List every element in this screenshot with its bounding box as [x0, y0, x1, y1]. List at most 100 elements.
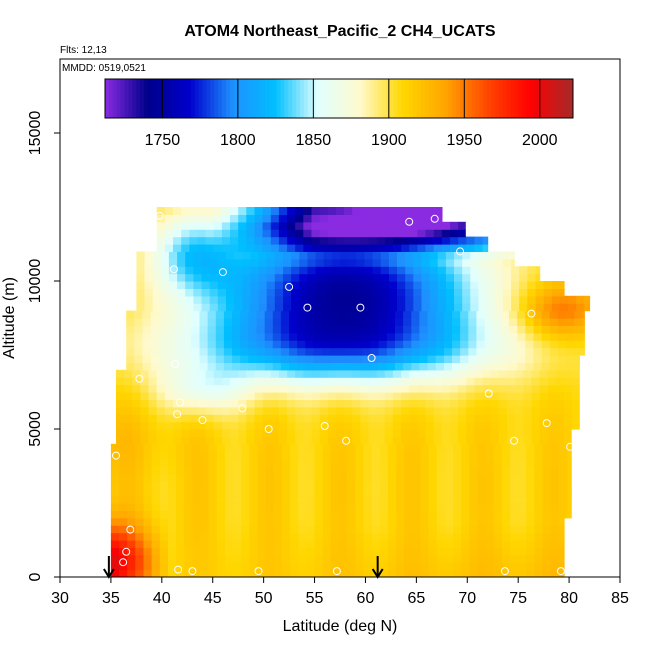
heatmap-cell — [494, 251, 504, 260]
heatmap-cell — [298, 503, 307, 511]
heatmap-cell — [216, 525, 226, 534]
heatmap-cell — [534, 554, 544, 563]
heatmap-cell — [140, 429, 150, 437]
heatmap-cell — [213, 369, 223, 378]
colorbar-segment — [354, 79, 359, 118]
heatmap-cell — [192, 451, 202, 460]
heatmap-cell — [327, 429, 337, 437]
heatmap-cell — [344, 392, 353, 400]
heatmap-cell — [289, 325, 298, 334]
heatmap-cell — [223, 318, 233, 326]
heatmap-cell — [278, 229, 288, 238]
heatmap-cell — [185, 303, 194, 312]
heatmap-cell — [205, 414, 215, 423]
heatmap-cell — [445, 288, 455, 297]
heatmap-cell — [197, 207, 207, 215]
heatmap-cell — [534, 562, 544, 571]
heatmap-cell — [199, 347, 209, 356]
heatmap-cell — [295, 429, 304, 437]
heatmap-cell — [436, 562, 446, 571]
heatmap-cell — [441, 369, 451, 378]
heatmap-cell — [493, 488, 503, 497]
heatmap-cell — [126, 347, 135, 356]
heatmap-cell — [298, 547, 307, 556]
heatmap-cell — [250, 281, 260, 289]
heatmap-cell — [201, 258, 211, 267]
heatmap-cell — [135, 495, 144, 504]
heatmap-cell — [388, 288, 398, 297]
heatmap-cell — [493, 547, 503, 556]
heatmap-cell — [230, 229, 239, 238]
heatmap-cell — [352, 436, 361, 445]
heatmap-cell — [124, 414, 133, 423]
heatmap-cell — [197, 221, 207, 230]
heatmap-cell — [306, 525, 316, 534]
heatmap-cell — [485, 458, 495, 467]
heatmap-cell — [370, 310, 380, 319]
heatmap-cell — [460, 310, 469, 319]
heatmap-cell — [221, 392, 231, 400]
heatmap-cell — [576, 295, 585, 304]
colorbar-segment — [545, 79, 551, 118]
heatmap-cell — [238, 207, 247, 215]
heatmap-cell — [224, 532, 234, 541]
heatmap-cell — [297, 310, 306, 319]
heatmap-cell — [515, 384, 524, 393]
heatmap-cell — [168, 266, 178, 275]
heatmap-cell — [411, 325, 420, 334]
heatmap-cell — [249, 562, 259, 571]
heatmap-cell — [224, 525, 234, 534]
heatmap-cell — [315, 288, 325, 297]
heatmap-cell — [347, 466, 356, 474]
heatmap-cell — [287, 207, 296, 215]
heatmap-cell — [419, 347, 429, 356]
heatmap-cell — [462, 273, 471, 282]
heatmap-cell — [181, 421, 190, 430]
heatmap-cell — [412, 547, 421, 556]
colorbar-segment — [257, 79, 262, 118]
heatmap-cell — [485, 562, 495, 571]
heatmap-cell — [173, 414, 182, 423]
heatmap-cell — [319, 414, 329, 423]
heatmap-cell — [519, 303, 528, 312]
heatmap-cell — [249, 554, 259, 563]
heatmap-cell — [191, 325, 200, 334]
heatmap-cell — [372, 295, 382, 304]
heatmap-cell — [511, 251, 515, 260]
x-axis: 30 35 40 45 50 55 60 65 70 75 80 85 — [51, 577, 629, 607]
heatmap-cell — [555, 399, 565, 408]
heatmap-cell — [572, 377, 580, 386]
heatmap-cell — [143, 503, 153, 511]
heatmap-cell — [417, 229, 427, 238]
heatmap-cell — [127, 451, 136, 460]
heatmap-cell — [368, 236, 378, 245]
heatmap-cell — [335, 236, 345, 245]
heatmap-cell — [223, 325, 233, 334]
heatmap-cell — [306, 458, 316, 467]
heatmap-cell — [305, 340, 315, 349]
colorbar-segment — [350, 79, 356, 118]
heatmap-cell — [380, 251, 390, 260]
heatmap-cell — [232, 340, 241, 349]
heatmap-cell — [254, 429, 264, 437]
heatmap-cell — [379, 443, 389, 452]
colorbar-segment — [378, 79, 383, 118]
heatmap-cell — [224, 466, 234, 474]
colorbar-segment — [319, 79, 324, 118]
heatmap-cell — [454, 295, 463, 304]
heatmap-cell — [558, 488, 568, 497]
heatmap-cell — [364, 251, 374, 260]
heatmap-cell — [238, 436, 247, 445]
heatmap-cell — [291, 303, 300, 312]
heatmap-cell — [319, 214, 329, 223]
heatmap-cell — [189, 384, 198, 393]
heatmap-cell — [443, 347, 453, 356]
heatmap-cell — [134, 325, 143, 334]
heatmap-cell — [221, 236, 231, 245]
heatmap-cell — [289, 340, 298, 349]
heatmap-cell — [116, 414, 125, 423]
heatmap-cell — [136, 273, 146, 282]
heatmap-cell — [509, 332, 518, 341]
heatmap-cell — [344, 244, 353, 252]
